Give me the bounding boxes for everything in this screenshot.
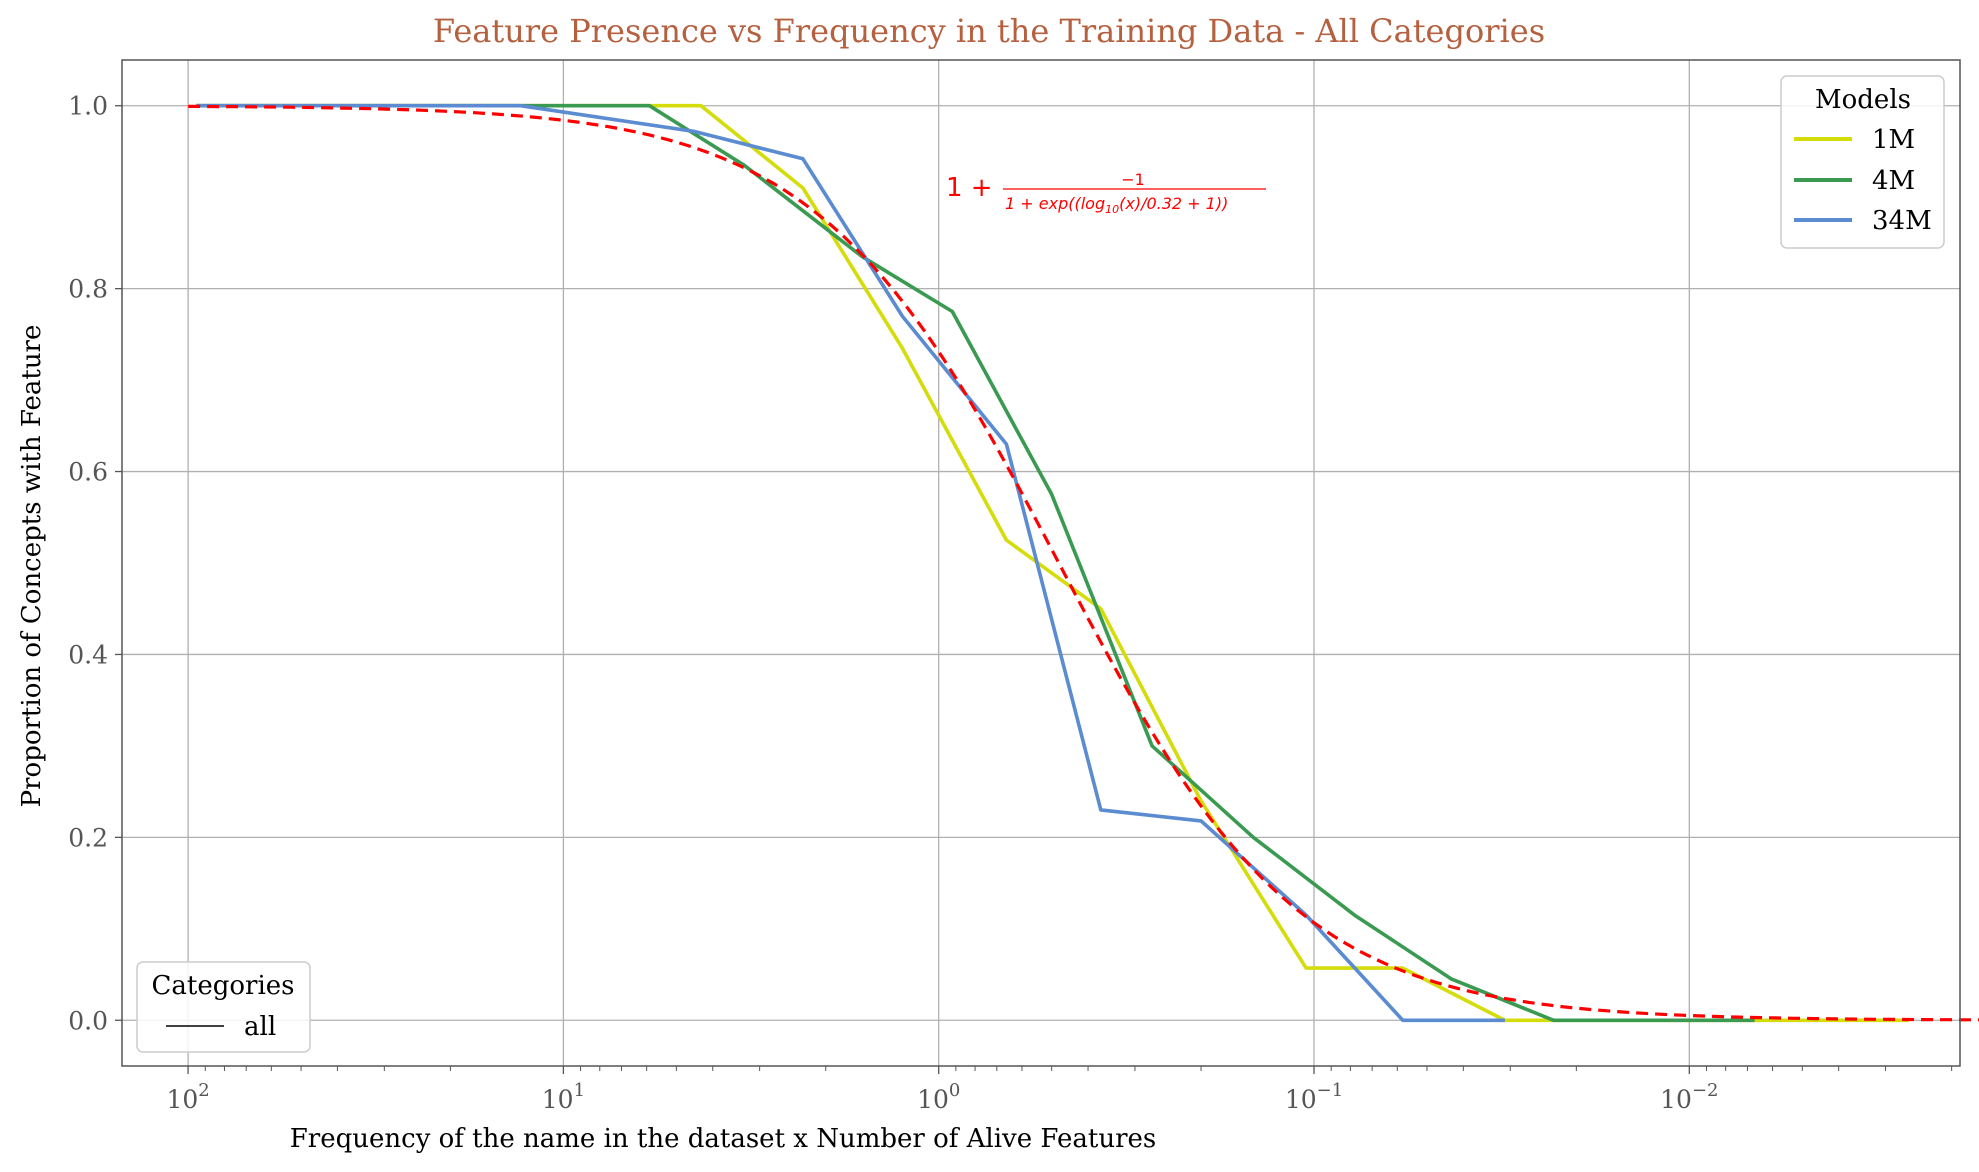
axes-frame [121, 59, 1961, 1067]
fit-formula-lead: 1 + [946, 173, 993, 203]
legend-models: Models 1M 4M 34M [1780, 75, 1945, 249]
y-tick-label: 0.8 [68, 275, 108, 304]
legend-models-title: Models [1815, 85, 1911, 115]
fit-formula-denominator-sub: 10 [1105, 203, 1119, 216]
x-tick-label: 102 [166, 1080, 209, 1114]
y-tick-label: 0.4 [68, 640, 108, 669]
fit-formula-denominator-tail: (x)/0.32 + 1)) [1119, 194, 1228, 213]
x-tick-label: 101 [542, 1080, 585, 1114]
fit-formula-numerator: −1 [1121, 170, 1145, 189]
x-tick-label: 10−1 [1285, 1080, 1343, 1114]
fit-curve-line [188, 104, 1979, 1022]
series-line-34m [196, 103, 1505, 1023]
x-tick-label: 100 [917, 1080, 960, 1114]
fit-formula-annotation: 1 + −1 1 + exp((log10(x)/0.32 + 1)) [946, 170, 1266, 216]
fit-formula-denominator: 1 + exp((log10(x)/0.32 + 1)) [1005, 194, 1228, 216]
y-tick-label: 1.0 [68, 92, 108, 121]
legend-models-box [1780, 75, 1945, 249]
y-tick-label: 0.2 [68, 823, 108, 852]
legend-categories: Categories all [136, 961, 311, 1053]
legend-categories-title: Categories [152, 971, 295, 1001]
legend-label-34m: 34M [1872, 206, 1932, 236]
series-line-4m [196, 103, 1755, 1023]
y-axis-label: Proportion of Concepts with Feature [17, 325, 47, 808]
y-tick-label: 0.0 [68, 1006, 108, 1035]
legend-categories-box [136, 961, 311, 1053]
legend-label-1m: 1M [1872, 125, 1915, 155]
legend-label-4m: 4M [1872, 166, 1915, 196]
chart-title: Feature Presence vs Frequency in the Tra… [433, 12, 1545, 50]
x-axis-label: Frequency of the name in the dataset x N… [290, 1124, 1156, 1154]
series-line-1m [196, 103, 1909, 1023]
y-tick-label: 0.6 [68, 458, 108, 487]
legend-label-all: all [244, 1012, 276, 1042]
fit-formula-denominator-head: 1 + exp((log [1005, 194, 1105, 213]
plot-area [188, 103, 1979, 1023]
x-tick-label: 10−2 [1660, 1080, 1718, 1114]
